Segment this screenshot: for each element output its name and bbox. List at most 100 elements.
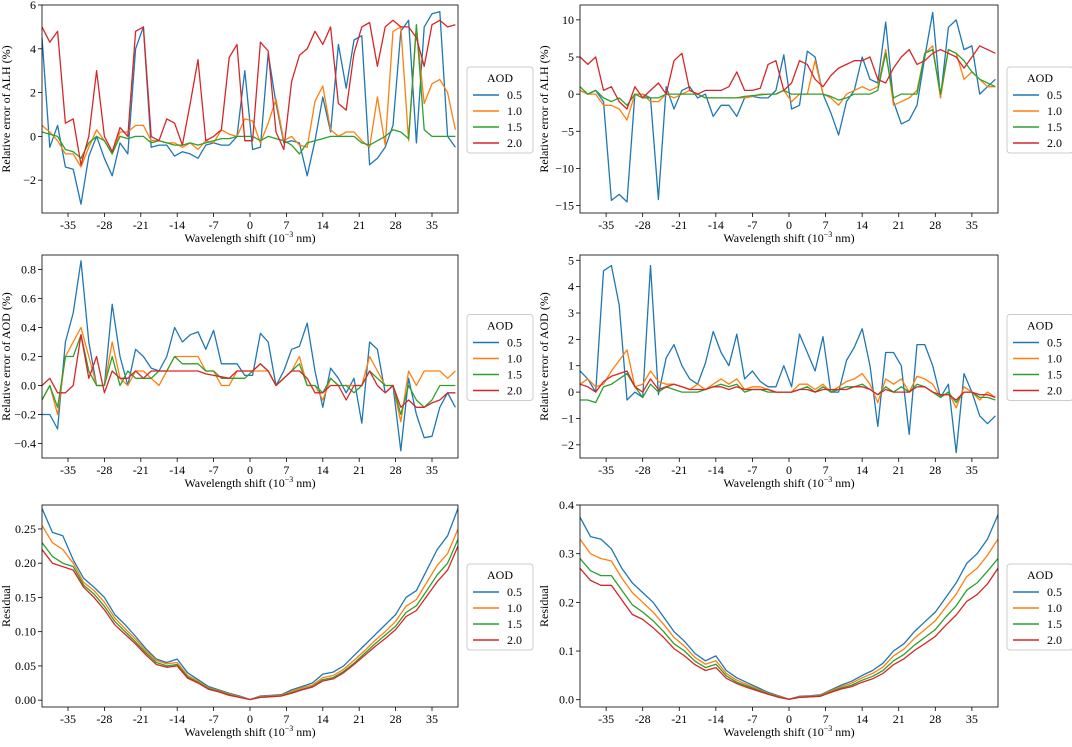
x-tick-label: -14: [708, 712, 724, 726]
y-tick-label: 2: [568, 332, 574, 346]
x-tick-label: -28: [96, 712, 112, 726]
plot-area: [42, 260, 456, 452]
chart-panel-bottom-right: -35 -28 -21 -14 -7 0 7 14 21 28 35 0.0 0.1 0.2 0.3 0.4 W…: [537, 498, 1072, 739]
axes-frame: [579, 254, 999, 459]
y-axis-label: Relative error of ALH (%): [0, 45, 13, 172]
x-tick-label: -14: [169, 712, 185, 726]
series-line-aod-0.5: [580, 264, 996, 454]
x-axis-label: Wavelength shift (10−3 nm): [184, 475, 315, 490]
legend-label-aod-0.5: 0.5: [1047, 585, 1062, 599]
y-axis-label: Relative error of ALH (%): [537, 45, 551, 172]
legend-box: [466, 563, 534, 651]
legend-label-aod-2.0: 2.0: [1047, 633, 1062, 647]
series-line-aod-2.0: [42, 545, 458, 701]
legend-label-aod-1.5: 1.5: [507, 368, 522, 382]
x-axis-label-main: Wavelength shift (10: [184, 476, 284, 490]
series-line-aod-0.5: [42, 260, 456, 452]
legend-label-aod-0.5: 0.5: [1047, 336, 1062, 350]
x-tick-label: -7: [209, 463, 219, 477]
x-tick-label: -21: [133, 218, 149, 232]
y-tick-label: 0.10: [15, 625, 36, 639]
legend-title: AOD: [1027, 71, 1053, 85]
x-tick-label: 14: [856, 712, 868, 726]
x-axis-label: Wavelength shift (10−3 nm): [723, 475, 854, 490]
series-line-aod-2.0: [42, 334, 456, 408]
legend-box: [1006, 66, 1072, 154]
x-tick-label: 21: [893, 463, 905, 477]
x-axis-label: Wavelength shift (10−3 nm): [723, 230, 854, 245]
plot-area: [580, 264, 996, 454]
y-tick-label: 0.05: [15, 659, 36, 673]
x-tick-label: 0: [786, 218, 792, 232]
y-tick-label: 0.4: [559, 498, 574, 512]
y-tick-label: −1: [561, 411, 574, 425]
y-axis-label: Residual: [0, 584, 13, 627]
legend: AOD 0.5 1.0 1.5 2.0: [466, 314, 534, 401]
series-line-aod-2.0: [42, 19, 456, 166]
x-tick-label: 28: [390, 712, 402, 726]
y-tick-label: 0.0: [559, 693, 574, 707]
x-axis-label-main: Wavelength shift (10: [723, 476, 823, 490]
legend-label-aod-0.5: 0.5: [507, 585, 522, 599]
x-tick-label: -35: [60, 712, 76, 726]
legend-box: [466, 314, 534, 401]
legend: AOD 0.5 1.0 1.5 2.0: [466, 563, 534, 651]
series-line-aod-1.5: [580, 558, 998, 700]
axes-frame: [41, 254, 459, 459]
x-tick-label: 35: [966, 712, 978, 726]
series-line-aod-0.5: [42, 10, 456, 205]
y-tick-label: 3: [568, 306, 574, 320]
x-tick-label: -35: [598, 463, 614, 477]
x-axis-label-main: Wavelength shift (10: [723, 231, 823, 245]
x-axis-label-main: Wavelength shift (10: [184, 725, 284, 739]
plot-area: [42, 508, 458, 701]
plot-area: [580, 11, 996, 203]
y-tick-label: 0: [30, 129, 36, 143]
series-line-aod-1.5: [42, 538, 458, 701]
y-tick-label: −2: [23, 173, 36, 187]
legend-box: [1006, 314, 1072, 401]
x-tick-label: -21: [671, 463, 687, 477]
x-axis-label-exponent: −3: [824, 724, 833, 733]
x-axis-label-main: Wavelength shift (10: [184, 231, 284, 245]
x-tick-label: 35: [426, 712, 438, 726]
x-axis-label: Wavelength shift (10−3 nm): [184, 230, 315, 245]
x-tick-label: -28: [635, 463, 651, 477]
series-line-aod-2.0: [580, 567, 998, 700]
x-tick-label: 14: [856, 218, 868, 232]
x-tick-label: -7: [209, 712, 219, 726]
legend-title: AOD: [487, 319, 513, 333]
legend: AOD 0.5 1.0 1.5 2.0: [1006, 66, 1072, 154]
legend-label-aod-1.5: 1.5: [1047, 368, 1062, 382]
legend-label-aod-1.0: 1.0: [507, 104, 522, 118]
y-tick-label: 0.00: [15, 693, 36, 707]
x-tick-label: -7: [209, 218, 219, 232]
x-tick-label: 0: [786, 463, 792, 477]
x-tick-label: 7: [283, 463, 289, 477]
x-tick-label: -21: [671, 218, 687, 232]
x-axis-label-main: Wavelength shift (10: [723, 725, 823, 739]
x-tick-label: 21: [353, 712, 365, 726]
x-axis-label-exponent: −3: [824, 475, 833, 484]
series-line-aod-1.5: [42, 24, 456, 159]
x-axis-label: Wavelength shift (10−3 nm): [184, 724, 315, 739]
legend-label-aod-2.0: 2.0: [507, 384, 522, 398]
legend-label-aod-1.5: 1.5: [507, 617, 522, 631]
legend-label-aod-2.0: 2.0: [507, 136, 522, 150]
x-tick-label: 35: [426, 463, 438, 477]
legend-title: AOD: [1027, 319, 1053, 333]
y-tick-label: 0: [568, 87, 574, 101]
x-tick-label: 7: [823, 218, 829, 232]
legend-label-aod-0.5: 0.5: [1047, 88, 1062, 102]
x-tick-label: -35: [598, 712, 614, 726]
y-axis-label: Residual: [537, 584, 551, 627]
chart-panel-middle-right: -35 -28 -21 -14 -7 0 7 14 21 28 35 −2 −1 0 1 2 3 4 5 Wavele…: [537, 253, 1072, 490]
x-axis-label: Wavelength shift (10−3 nm): [723, 724, 854, 739]
y-tick-label: 0.25: [15, 522, 36, 536]
legend-title: AOD: [1027, 568, 1053, 582]
x-tick-label: 28: [929, 463, 941, 477]
y-tick-label: 0.2: [559, 595, 574, 609]
legend-label-aod-2.0: 2.0: [507, 633, 522, 647]
chart-panel-bottom-left: -35 -28 -21 -14 -7 0 7 14 21 28 35 0.00 0.05 0.10 0.15…: [0, 504, 534, 739]
